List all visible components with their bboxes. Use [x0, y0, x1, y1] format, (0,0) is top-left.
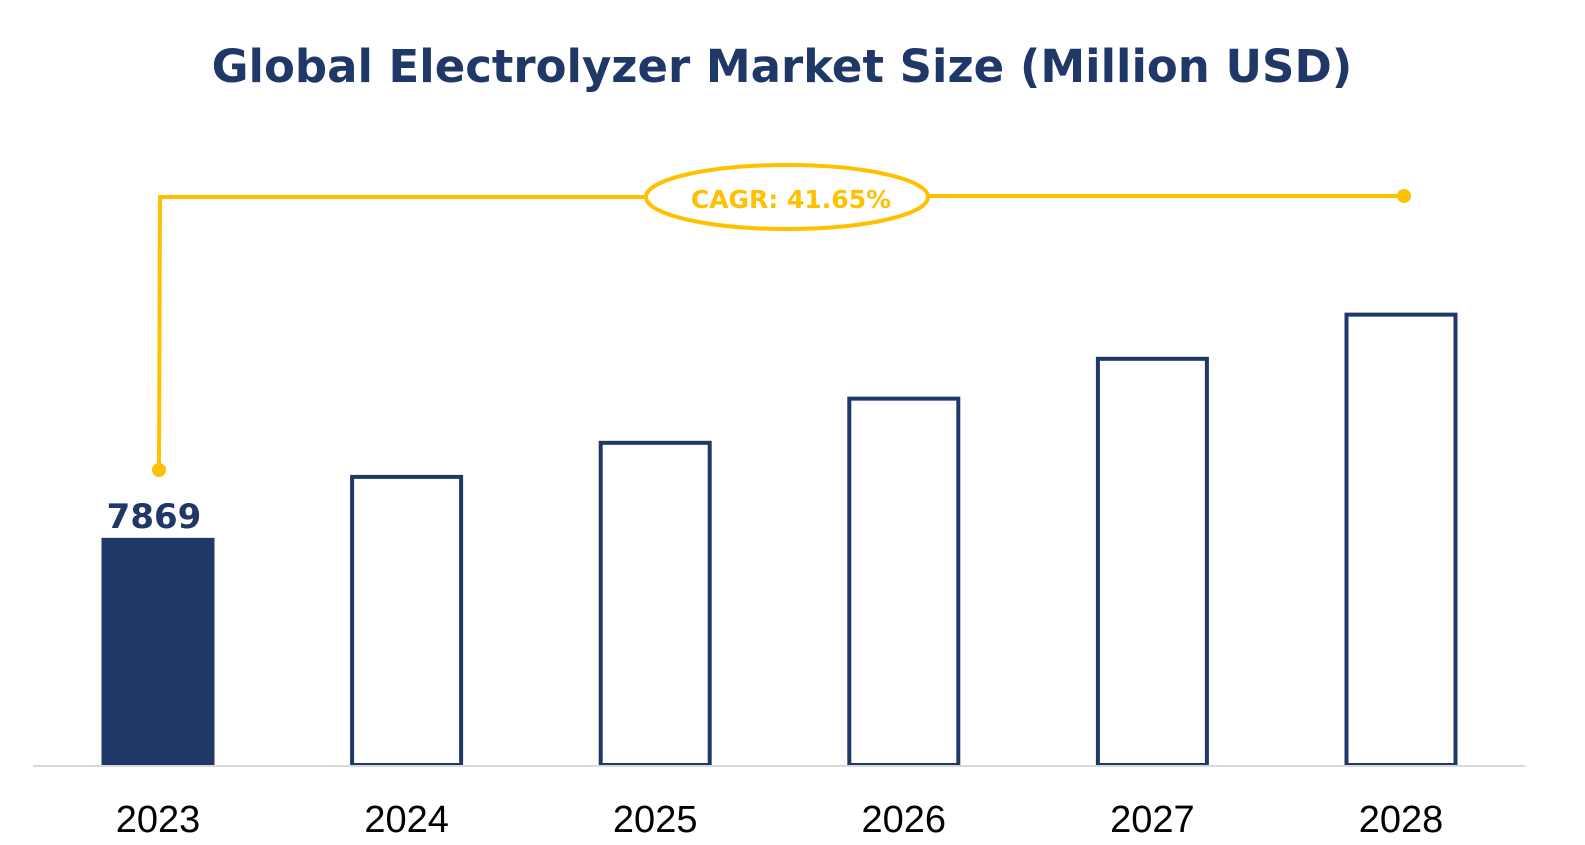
bar-2027	[1095, 356, 1209, 767]
bar-2028	[1344, 312, 1458, 767]
x-tick-label-2024: 2024	[364, 799, 449, 841]
cagr-annotation: CAGR: 41.65%	[152, 163, 1411, 477]
cagr-label: CAGR: 41.65%	[691, 185, 891, 214]
data-label-2023: 7869	[107, 497, 202, 537]
bar-2025	[598, 440, 712, 767]
chart-title: Global Electrolyzer Market Size (Million…	[212, 40, 1353, 93]
x-tick-label-2028: 2028	[1359, 799, 1444, 841]
x-tick-label-2023: 2023	[116, 799, 201, 841]
bar-2024	[350, 474, 464, 767]
bar-2023	[101, 537, 215, 765]
cagr-end-dot	[1397, 189, 1411, 203]
x-tick-label-2026: 2026	[862, 799, 947, 841]
cagr-ellipse	[644, 163, 930, 231]
x-tick-label-2027: 2027	[1110, 799, 1195, 841]
cagr-connector-line	[157, 195, 647, 471]
cagr-start-dot	[152, 463, 166, 477]
x-tick-label-2025: 2025	[613, 799, 698, 841]
bar-2026	[847, 396, 961, 767]
